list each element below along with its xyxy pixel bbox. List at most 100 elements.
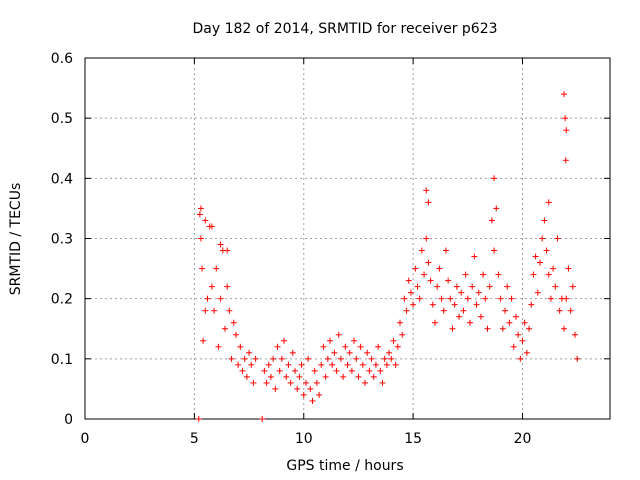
data-point — [519, 337, 526, 344]
data-point — [366, 367, 373, 374]
data-point — [539, 235, 546, 242]
data-point — [526, 325, 533, 332]
data-point — [235, 361, 242, 368]
data-point — [357, 343, 364, 350]
data-point — [499, 325, 506, 332]
data-point — [451, 301, 458, 308]
data-point — [267, 373, 274, 380]
data-point — [196, 211, 203, 218]
data-point — [495, 271, 502, 278]
data-point — [202, 307, 209, 314]
data-point — [204, 295, 211, 302]
data-point — [497, 295, 504, 302]
data-point — [473, 301, 480, 308]
data-point — [447, 295, 454, 302]
x-tick-label: 0 — [81, 431, 90, 447]
data-point — [403, 307, 410, 314]
data-point — [572, 331, 578, 338]
data-point — [464, 295, 471, 302]
data-point — [241, 355, 248, 362]
data-point — [394, 343, 401, 350]
data-point — [337, 355, 344, 362]
data-point — [307, 385, 314, 392]
data-point — [327, 337, 333, 344]
data-point — [302, 379, 309, 386]
data-point — [281, 337, 288, 344]
data-point — [283, 373, 290, 380]
data-point — [537, 259, 543, 266]
data-point — [248, 361, 255, 368]
data-point — [298, 361, 305, 368]
data-point — [335, 331, 342, 338]
data-point — [252, 355, 259, 362]
data-point — [377, 367, 384, 374]
data-point — [541, 217, 548, 224]
data-point — [287, 379, 294, 386]
data-point — [237, 343, 244, 350]
data-point — [294, 385, 301, 392]
data-point — [217, 241, 224, 248]
data-point — [311, 367, 318, 374]
data-points — [195, 91, 581, 422]
data-point — [563, 127, 570, 134]
data-point — [292, 367, 298, 374]
data-point — [407, 289, 414, 296]
y-tick-label: 0.6 — [51, 51, 73, 67]
data-point — [421, 271, 428, 278]
data-point — [383, 361, 390, 368]
data-point — [362, 379, 368, 386]
data-point — [434, 283, 441, 290]
data-point — [508, 295, 515, 302]
data-point — [300, 391, 307, 398]
data-point — [488, 217, 495, 224]
data-point — [228, 355, 235, 362]
data-point — [453, 283, 460, 290]
data-point — [423, 235, 430, 242]
data-point — [213, 265, 220, 272]
data-point — [246, 349, 253, 356]
data-point — [517, 355, 524, 362]
data-point — [329, 361, 336, 368]
data-point — [432, 319, 438, 326]
data-point — [440, 307, 447, 314]
data-point — [436, 265, 443, 272]
data-point — [305, 355, 312, 362]
data-point — [224, 247, 231, 254]
data-point — [346, 349, 353, 356]
data-point — [545, 199, 552, 206]
data-point — [313, 379, 320, 386]
y-tick-label: 0.2 — [51, 292, 73, 308]
data-point — [316, 391, 323, 398]
data-point — [379, 379, 386, 386]
data-point — [215, 343, 222, 350]
x-tick-label: 5 — [190, 431, 199, 447]
data-point — [521, 319, 528, 326]
data-point — [442, 247, 449, 254]
data-point — [390, 337, 397, 344]
data-point — [265, 361, 272, 368]
data-point — [232, 331, 239, 338]
data-point — [401, 295, 408, 302]
y-axis-label: SRMTID / TECUs — [8, 183, 24, 296]
x-tick-label: 15 — [404, 431, 422, 447]
data-point — [491, 247, 498, 254]
data-point — [397, 319, 403, 326]
data-point — [375, 343, 382, 350]
data-point — [561, 91, 568, 98]
data-point — [296, 373, 303, 380]
x-tick-label: 20 — [514, 431, 532, 447]
data-point — [410, 301, 417, 308]
data-point — [565, 265, 572, 272]
data-point — [504, 283, 511, 290]
data-point — [418, 247, 425, 254]
data-point — [506, 319, 513, 326]
data-point — [263, 379, 270, 386]
data-point — [475, 289, 482, 296]
data-point — [333, 367, 340, 374]
data-point — [416, 295, 423, 302]
data-point — [484, 325, 491, 332]
data-point — [567, 307, 574, 314]
data-point — [523, 349, 530, 356]
data-point — [392, 361, 399, 368]
data-point — [370, 373, 377, 380]
